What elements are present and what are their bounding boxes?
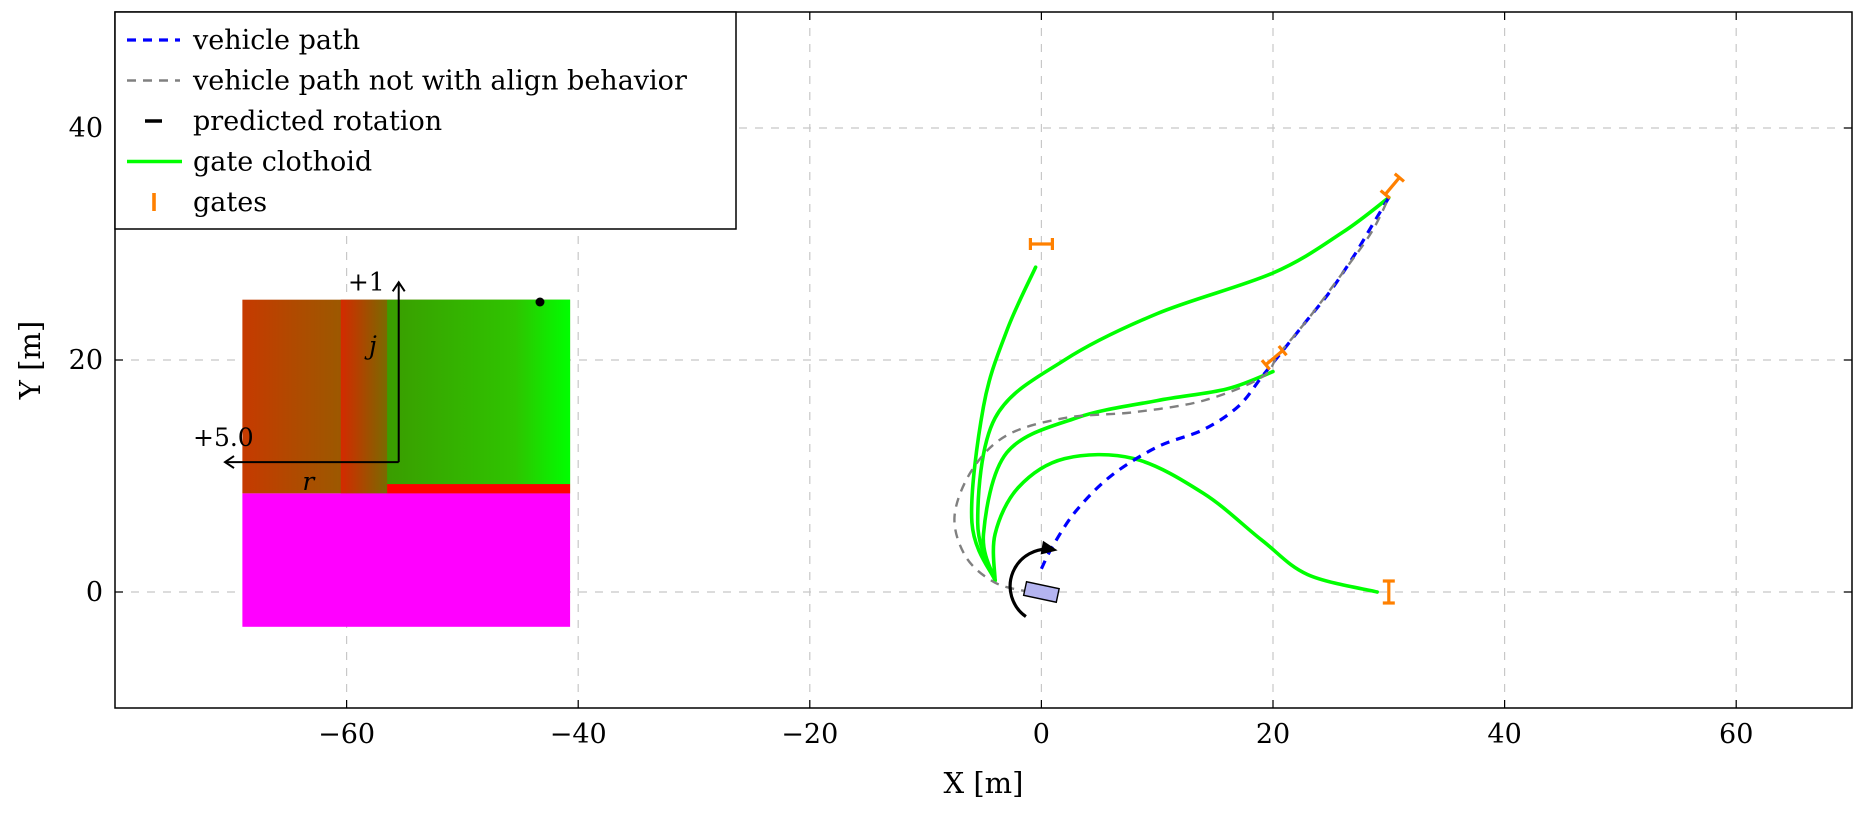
x-tick-label: −40 bbox=[550, 719, 607, 750]
inset-r-arrowhead bbox=[223, 455, 235, 469]
inset-up-label: +1 bbox=[348, 267, 385, 296]
legend-label: vehicle path bbox=[192, 25, 360, 56]
legend-label: gate clothoid bbox=[193, 147, 372, 178]
cost-green-region bbox=[387, 299, 571, 485]
predicted-rotation-arrowhead bbox=[1040, 540, 1058, 555]
gate-marker bbox=[1260, 345, 1288, 371]
y-axis-label: Y [m] bbox=[13, 321, 47, 401]
align-path-line bbox=[953, 197, 1390, 594]
gate-bar bbox=[1264, 349, 1284, 366]
y-tick-label: 0 bbox=[86, 577, 103, 608]
x-tick-label: −20 bbox=[781, 719, 838, 750]
clothoid-line bbox=[975, 195, 1391, 583]
legend-label: predicted rotation bbox=[193, 106, 442, 137]
cost-red-band bbox=[387, 484, 571, 494]
clothoid-line bbox=[991, 452, 1379, 594]
x-axis-label: X [m] bbox=[944, 766, 1024, 800]
x-tick-label: −60 bbox=[318, 719, 375, 750]
vehicle-path-line bbox=[1039, 196, 1391, 570]
inset-r-label: r bbox=[302, 467, 316, 496]
x-tick-label: 20 bbox=[1256, 719, 1290, 750]
gate-marker bbox=[1382, 579, 1395, 605]
tick-layer: −60 −40 −20 0 20 40 60 0 20 40 bbox=[69, 12, 1852, 750]
legend: vehicle path vehicle path not with align … bbox=[114, 11, 737, 230]
clothoid-line bbox=[969, 265, 1038, 583]
y-tick-label: 20 bbox=[69, 345, 103, 376]
legend-label: gates bbox=[193, 187, 267, 218]
y-tick-label: 40 bbox=[69, 113, 103, 144]
x-tick-label: 40 bbox=[1487, 719, 1521, 750]
inset-j-arrowhead bbox=[391, 280, 406, 292]
x-tick-label: 60 bbox=[1719, 719, 1753, 750]
inset-left-label: +5.0 bbox=[193, 423, 254, 452]
predicted-rotation-arc bbox=[1008, 547, 1054, 618]
legend-label: vehicle path not with align behavior bbox=[192, 66, 687, 97]
cost-map-dot bbox=[535, 297, 545, 307]
gate-bar bbox=[1384, 176, 1401, 196]
clothoid-line bbox=[981, 369, 1275, 583]
gate-cap bbox=[1393, 172, 1405, 183]
marker-layer bbox=[1008, 172, 1405, 618]
series-layer bbox=[953, 195, 1391, 594]
cost-magenta-region bbox=[242, 493, 571, 627]
cost-stripe bbox=[340, 299, 388, 494]
gate-marker bbox=[1028, 238, 1055, 250]
x-tick-label: 0 bbox=[1033, 719, 1050, 750]
grid-layer bbox=[115, 12, 1852, 708]
cost-map-inset: +1+5.0jr bbox=[193, 267, 571, 627]
legend-box bbox=[114, 11, 737, 230]
gate-marker bbox=[1379, 172, 1405, 200]
gate-cap bbox=[1260, 359, 1271, 371]
gate-cap bbox=[1277, 345, 1288, 357]
gate-cap bbox=[1379, 189, 1391, 200]
vehicle-box bbox=[1022, 580, 1060, 604]
